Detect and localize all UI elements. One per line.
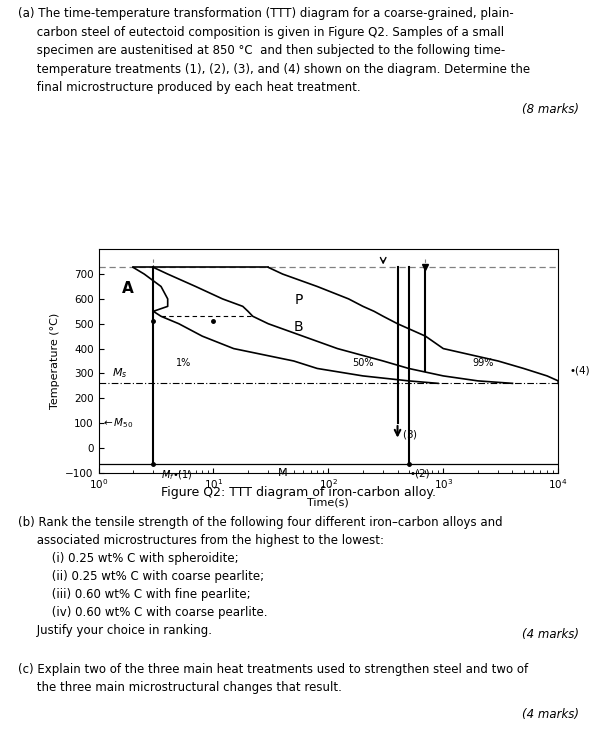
Text: (8 marks): (8 marks) — [522, 103, 579, 117]
Text: $(3)$: $(3)$ — [402, 428, 418, 441]
Text: A: A — [122, 281, 134, 296]
Text: •(4): •(4) — [570, 366, 590, 376]
Text: (4 marks): (4 marks) — [522, 708, 579, 721]
Text: 50%: 50% — [352, 358, 374, 369]
Text: (c) Explain two of the three main heat treatments used to strengthen steel and t: (c) Explain two of the three main heat t… — [18, 663, 528, 694]
X-axis label: Time(s): Time(s) — [307, 497, 349, 507]
Text: 1%: 1% — [176, 358, 191, 369]
Text: M: M — [278, 468, 287, 479]
Y-axis label: Temperature (°C): Temperature (°C) — [50, 313, 60, 409]
Text: $M_s$: $M_s$ — [112, 366, 127, 380]
Text: P: P — [294, 293, 303, 307]
Text: Figure Q2: TTT diagram of iron-carbon alloy.: Figure Q2: TTT diagram of iron-carbon al… — [161, 486, 436, 499]
Text: (4 marks): (4 marks) — [522, 628, 579, 641]
Text: $\leftarrow$$M_{50}$: $\leftarrow$$M_{50}$ — [101, 416, 133, 430]
Text: •(2): •(2) — [410, 468, 430, 479]
Text: (b) Rank the tensile strength of the following four different iron–carbon alloys: (b) Rank the tensile strength of the fol… — [18, 516, 503, 637]
Text: $M_f$•(1): $M_f$•(1) — [161, 468, 193, 482]
Text: B: B — [294, 320, 303, 334]
Text: 99%: 99% — [472, 358, 493, 369]
Text: (a) The time-temperature transformation (TTT) diagram for a coarse-grained, plai: (a) The time-temperature transformation … — [18, 7, 530, 94]
